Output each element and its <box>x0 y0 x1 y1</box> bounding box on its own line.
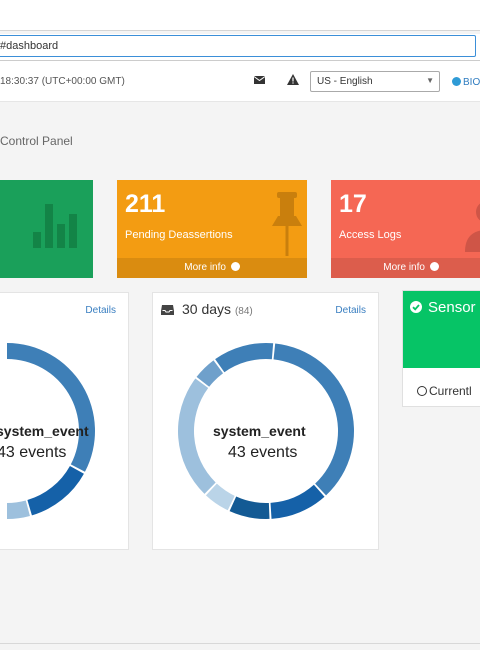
more-info-label: More info <box>383 262 425 273</box>
donut-label-count: 43 events <box>0 444 67 461</box>
address-bar <box>0 34 480 61</box>
card-title: 30 days (84) <box>161 301 253 317</box>
pushpin-icon <box>272 192 302 256</box>
stat-box-events[interactable] <box>0 180 93 278</box>
sensor-status-text: Currentl <box>429 384 472 398</box>
sensor-title: Sensor <box>410 299 476 316</box>
stat-value: 211 <box>125 190 166 218</box>
chevron-down-icon: ▼ <box>426 76 434 85</box>
user-icon <box>465 203 480 252</box>
bar-chart-icon <box>33 204 77 248</box>
sensor-card-header: Sensor <box>403 291 480 368</box>
arrow-circle-right-icon <box>429 262 439 271</box>
more-info-link[interactable]: More info <box>117 258 307 278</box>
stat-box-pending-deassertions[interactable]: 211 Pending Deassertions More info <box>117 180 307 278</box>
events-card-30-days: 30 days (84) Details system_event 43 eve… <box>152 292 379 550</box>
bios-label: BIO <box>463 77 480 88</box>
sensor-status: Currentl <box>417 384 472 398</box>
donut-label-name: system_event <box>213 423 306 439</box>
sensor-card: Sensor Currentl <box>402 290 480 407</box>
check-circle-icon <box>410 301 422 313</box>
bios-link[interactable]: BIO <box>452 77 480 88</box>
warning-icon[interactable] <box>287 74 299 85</box>
divider <box>0 643 480 644</box>
arrow-circle-right-icon <box>230 262 240 271</box>
stat-label: Pending Deassertions <box>125 229 233 241</box>
language-select-value: US - English <box>317 76 373 87</box>
donut-label-name: system_event <box>0 423 89 439</box>
events-card-left: Details system_event 43 events <box>0 292 129 550</box>
sensor-title-text: Sensor <box>428 299 476 316</box>
page-title: Control Panel <box>0 134 73 148</box>
url-input[interactable] <box>0 35 476 57</box>
donut-label-count: 43 events <box>228 444 298 461</box>
donut-chart <box>177 342 355 519</box>
card-title-text: 30 days <box>182 301 232 317</box>
more-info-link[interactable]: More info <box>331 258 480 278</box>
mail-icon[interactable] <box>254 75 265 85</box>
more-info-label: More info <box>184 262 226 273</box>
check-circle-outline-icon <box>417 386 427 396</box>
inbox-icon <box>161 305 174 315</box>
clock-text: 18:30:37 (UTC+00:00 GMT) <box>0 76 125 87</box>
info-icon <box>452 77 461 86</box>
details-link[interactable]: Details <box>335 305 366 316</box>
donut-chart <box>7 343 95 519</box>
stat-value: 17 <box>339 190 367 218</box>
stat-box-access-logs[interactable]: 17 Access Logs More info <box>331 180 480 278</box>
browser-toolbar <box>0 0 480 31</box>
card-title-count: (84) <box>234 306 253 317</box>
language-select[interactable]: US - English ▼ <box>310 71 440 92</box>
app-header: 18:30:37 (UTC+00:00 GMT) US - English ▼ … <box>0 61 480 102</box>
stat-label: Access Logs <box>339 229 402 241</box>
details-link[interactable]: Details <box>85 305 116 316</box>
